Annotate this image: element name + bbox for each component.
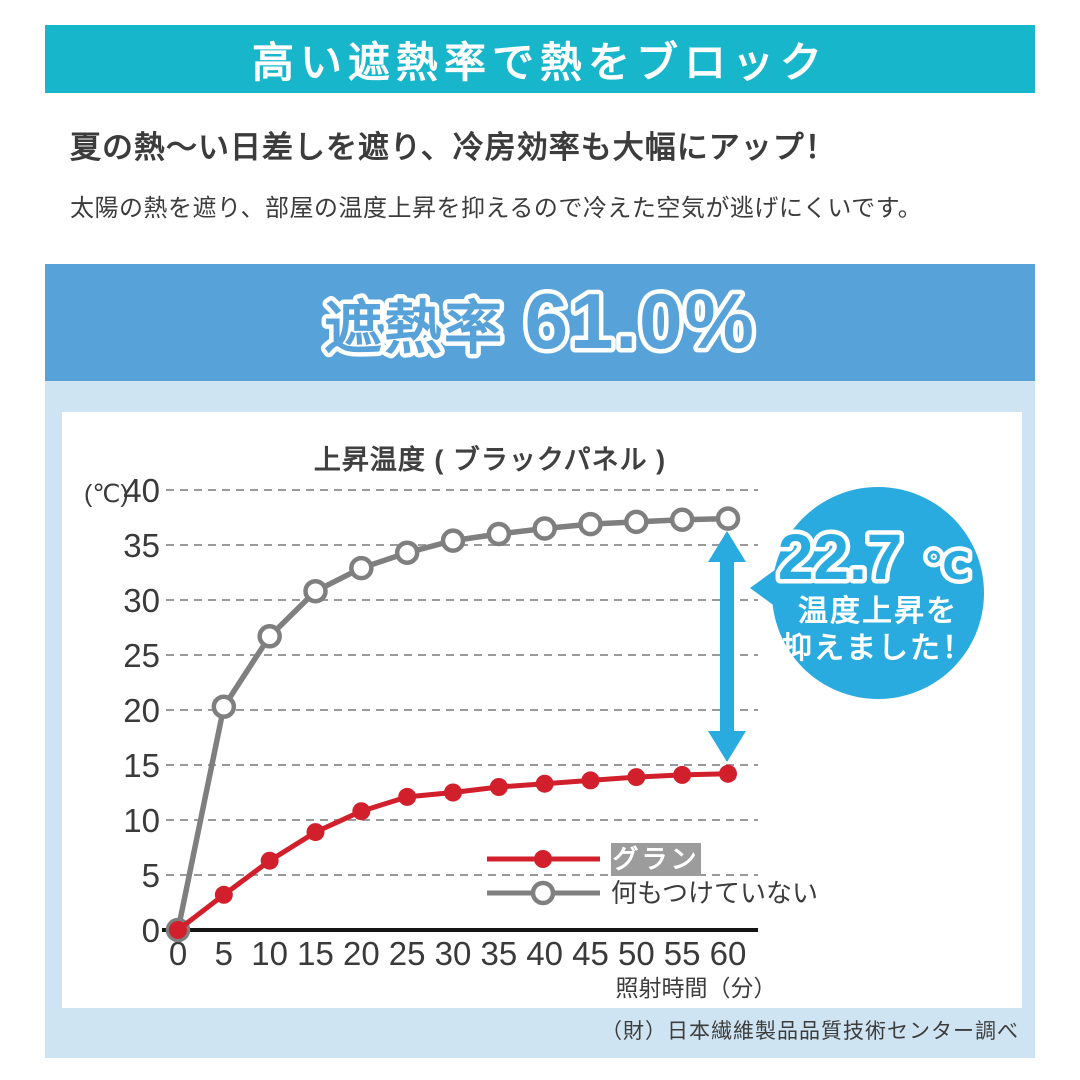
data-point-marker-icon: [169, 921, 187, 939]
source-attribution: （財）日本繊維製品品質技術センター調べ: [601, 1020, 1019, 1043]
svg-text:遮熱率 61.0%: 遮熱率 61.0%: [324, 277, 756, 365]
data-point-marker-icon: [715, 506, 741, 531]
y-tick-label: 30: [123, 582, 160, 619]
data-point-marker-icon: [352, 802, 371, 821]
callout-value: 22.7 ℃: [778, 521, 970, 593]
data-point-marker-icon: [444, 783, 462, 802]
legend-gran-marker-icon: [534, 850, 552, 868]
x-tick-label: 50: [618, 935, 655, 972]
header-banner: 高い遮熱率で熱をブロック: [45, 25, 1035, 93]
data-point-marker-icon: [440, 528, 466, 553]
chart-title: 上昇温度 ( ブラックパネル ): [313, 445, 667, 475]
data-point-marker-icon: [719, 764, 737, 783]
data-point-marker-icon: [394, 540, 420, 565]
data-point-marker-icon: [578, 511, 603, 537]
y-tick-label: 15: [123, 747, 160, 784]
x-tick-label: 5: [215, 935, 233, 972]
x-tick-label: 30: [435, 935, 472, 972]
shielding-rate-outlined-text: 遮熱率 61.0%: [320, 273, 759, 370]
data-point-marker-icon: [398, 787, 417, 806]
y-tick-label: 20: [123, 692, 160, 729]
data-point-marker-icon: [627, 768, 646, 787]
x-tick-label: 10: [251, 935, 288, 972]
difference-arrow-icon: [708, 531, 746, 762]
y-tick-label: 40: [123, 472, 160, 509]
x-tick-label: 45: [572, 935, 609, 972]
shielding-rate-label: 遮熱率: [324, 296, 504, 361]
callout-bubble-circle: [772, 487, 984, 699]
data-point-marker-icon: [303, 578, 328, 604]
data-point-marker-icon: [260, 851, 279, 870]
data-point-marker-icon: [581, 771, 600, 790]
header-banner-text: 高い遮熱率で熱をブロック: [251, 38, 828, 86]
x-tick-label: 60: [710, 935, 747, 972]
y-axis-unit-label: (℃): [84, 480, 129, 508]
data-point-marker-icon: [349, 555, 374, 581]
y-tick-label: 0: [142, 912, 160, 949]
shielding-rate-value: 61.0%: [525, 277, 756, 365]
legend: グラン 何もつけていない: [487, 843, 818, 908]
callout-line1: 温度上昇を: [798, 595, 958, 628]
callout-value-unit: ℃: [924, 546, 970, 588]
data-point-marker-icon: [214, 885, 233, 904]
data-point-marker-icon: [489, 778, 508, 796]
subtext: 太陽の熱を遮り、部屋の温度上昇を抑えるので冷えた空気が逃げにくいです。: [70, 195, 923, 222]
legend-gran-badge: [611, 843, 701, 876]
legend-untreated-marker-icon: [530, 880, 556, 906]
x-tick-label: 20: [343, 935, 380, 972]
callout-value-number: 22.7: [778, 521, 903, 593]
x-tick-label: 15: [297, 935, 334, 972]
x-tick-label: 55: [664, 935, 701, 972]
y-tick-label: 5: [142, 857, 160, 894]
callout-bubble: 22.7 ℃ 温度上昇を 抑えました！: [750, 487, 984, 699]
y-tick-label: 10: [123, 802, 160, 839]
data-point-marker-icon: [486, 521, 512, 547]
y-tick-label: 25: [123, 637, 160, 674]
legend-untreated-label: 何もつけていない: [611, 878, 818, 908]
y-tick-label: 35: [123, 527, 160, 564]
series-gran: [169, 764, 737, 939]
shielding-rate-band: 遮熱率 61.0%: [45, 264, 1035, 381]
data-point-marker-icon: [257, 624, 282, 649]
chart-card: 上昇温度 ( ブラックパネル ) (℃) 0 5 10 15 20 25 30 35 40 0 5 1…: [62, 412, 1022, 1008]
x-tick-label: 35: [480, 935, 517, 972]
data-point-marker-icon: [624, 509, 649, 535]
data-point-marker-icon: [673, 765, 692, 784]
data-point-marker-icon: [532, 516, 557, 541]
callout-line2: 抑えました！: [782, 632, 974, 665]
legend-gran-label: グラン: [612, 844, 699, 874]
data-point-marker-icon: [306, 823, 325, 842]
x-tick-label: 25: [389, 935, 426, 972]
x-axis-label: 照射時間（分）: [616, 975, 777, 1001]
x-tick-label: 40: [526, 935, 563, 972]
x-tick-label: 0: [169, 935, 187, 972]
result-panel: 遮熱率 61.0% 上昇温度 ( ブラックパネル ) (℃) 0 5 10 15 20 2…: [45, 264, 1035, 1058]
headline: 夏の熱〜い日差しを遮り、冷房効率も大幅にアップ！: [70, 130, 837, 165]
data-point-marker-icon: [211, 694, 237, 719]
data-point-marker-icon: [535, 774, 554, 793]
data-point-marker-icon: [669, 507, 695, 532]
